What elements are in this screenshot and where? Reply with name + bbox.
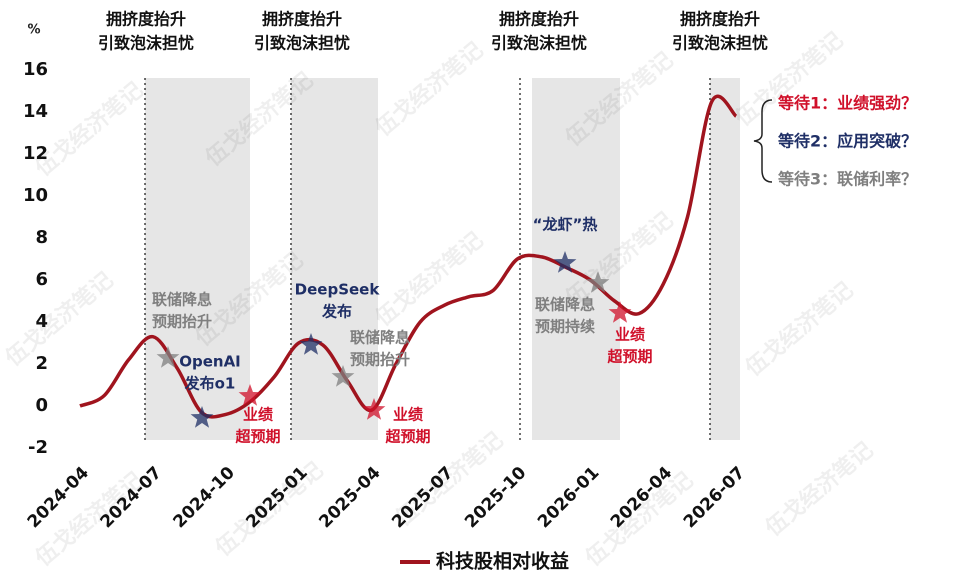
event-star — [156, 346, 180, 368]
event-star — [362, 398, 386, 420]
waiting-item: 等待1：业绩强劲？ — [777, 94, 917, 113]
highlight-period — [145, 78, 250, 440]
y-tick-label: 8 — [35, 227, 48, 248]
y-tick-label: -2 — [28, 437, 48, 458]
watermark: 伍戈经济笔记 — [0, 267, 118, 372]
watermark: 伍戈经济笔记 — [760, 437, 879, 542]
event-star — [608, 301, 632, 323]
series-line — [79, 94, 738, 419]
x-tick-label: 2026-07 — [680, 463, 749, 532]
waiting-item: 等待3：联储利率？ — [777, 170, 917, 189]
y-tick-label: 2 — [35, 353, 48, 374]
y-axis-label: % — [27, 23, 40, 38]
event-label: DeepSeek — [295, 281, 381, 299]
event-star — [190, 406, 214, 428]
event-label: 业绩 — [393, 406, 423, 424]
event-label: 联储降息 — [152, 291, 212, 309]
event-star — [238, 384, 262, 406]
y-tick-label: 6 — [35, 269, 48, 290]
event-label: 预期抬升 — [350, 351, 410, 369]
event-label: “龙虾”热 — [533, 216, 598, 234]
x-tick-label: 2026-01 — [534, 463, 603, 532]
x-tick-label: 2024-10 — [170, 463, 239, 532]
watermark: 伍戈经济笔记 — [30, 77, 149, 182]
event-label: 发布 — [321, 303, 352, 321]
event-label: 超预期 — [606, 348, 652, 366]
top-annotation: 引致泡沫担忧 — [491, 34, 587, 53]
event-label: 业绩 — [243, 406, 273, 424]
y-tick-label: 14 — [23, 101, 48, 122]
watermark: 伍戈经济笔记 — [740, 277, 859, 382]
top-annotation: 拥挤度抬升 — [499, 10, 579, 29]
y-tick-label: 0 — [35, 395, 48, 416]
highlight-period — [710, 78, 740, 440]
event-label: OpenAI — [179, 353, 241, 371]
event-label: 预期抬升 — [152, 313, 212, 331]
top-annotation: 引致泡沫担忧 — [254, 34, 350, 53]
top-annotation: 拥挤度抬升 — [680, 10, 760, 29]
event-label: 超预期 — [384, 428, 430, 446]
event-star — [553, 251, 577, 273]
watermark: 伍戈经济笔记 — [370, 227, 489, 332]
highlight-period — [291, 78, 378, 440]
event-star — [331, 365, 355, 387]
x-tick-label: 2025-04 — [315, 463, 384, 532]
top-annotation: 拥挤度抬升 — [106, 10, 186, 29]
watermark: 伍戈经济笔记 — [370, 37, 489, 142]
event-label: 预期持续 — [535, 318, 595, 336]
event-label: 联储降息 — [535, 296, 595, 314]
y-tick-label: 12 — [23, 143, 48, 164]
event-star — [299, 333, 323, 355]
bracket — [753, 99, 773, 183]
top-annotation: 引致泡沫担忧 — [98, 34, 194, 53]
top-annotation: 引致泡沫担忧 — [672, 34, 768, 53]
event-label: 发布o1 — [184, 375, 236, 393]
y-tick-label: 10 — [23, 185, 48, 206]
y-tick-label: 4 — [35, 311, 48, 332]
legend-label: 科技股相对收益 — [436, 550, 569, 573]
event-star — [586, 271, 610, 293]
top-annotation: 拥挤度抬升 — [262, 10, 342, 29]
event-label: 业绩 — [615, 326, 645, 344]
event-label: 联储降息 — [350, 329, 410, 347]
y-tick-label: 16 — [23, 59, 48, 80]
waiting-item: 等待2：应用突破？ — [777, 132, 917, 151]
event-label: 超预期 — [234, 428, 280, 446]
